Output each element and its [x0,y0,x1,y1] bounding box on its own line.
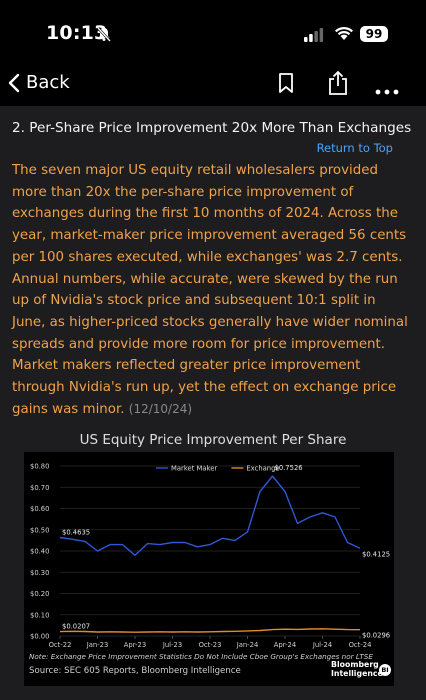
data-label: $0.0296 [362,632,390,640]
navigation-bar: Back [0,62,426,106]
bi-badge: BI [379,664,391,676]
share-icon[interactable] [327,70,349,100]
article-body-text: The seven major US equity retail wholesa… [12,163,408,417]
legend-label: Exchange [246,465,279,473]
section-heading: 2. Per-Share Price Improvement 20x More … [12,120,412,136]
series-line-market-maker [59,475,361,557]
y-tick-label: $0.20 [30,590,49,598]
x-tick-label: Oct-24 [349,641,372,649]
bookmark-icon[interactable] [278,72,294,98]
data-label: $0.4635 [62,529,90,537]
article-paragraph: The seven major US equity retail wholesa… [12,160,412,420]
x-tick-label: Oct-23 [199,641,222,649]
line-chart: $0.00 $0.10 $0.20 $0.30 $0.40 $0.50 $0.60 $0.70… [30,463,390,650]
data-label: $0.7526 [275,464,303,472]
y-tick-label: $0.10 [30,611,49,619]
battery-indicator: 99 [360,26,388,42]
y-tick-label: $0.50 [30,526,49,534]
x-tick-label: Jul-24 [312,641,332,649]
silent-bell-icon [96,26,112,46]
brand-line-1: Bloomberg [331,660,379,669]
x-tick-label: Jul-23 [162,641,182,649]
x-tick-label: Jan-24 [236,641,259,649]
x-tick-label: Jan-23 [86,641,109,649]
x-tick-label: Oct-22 [49,641,72,649]
more-options-icon[interactable] [375,80,399,99]
data-label: $0.0207 [62,623,90,631]
status-bar: 10:13 99 [0,0,426,62]
chart-title: US Equity Price Improvement Per Share [79,432,347,448]
back-label: Back [26,72,70,93]
chart-source: Source: SEC 605 Reports, Bloomberg Intel… [29,666,241,676]
x-tick-label: Apr-24 [274,641,296,649]
y-tick-label: $0.40 [30,548,49,556]
y-tick-label: $0.60 [30,505,49,513]
chart-image: $0.00 $0.10 $0.20 $0.30 $0.40 $0.50 $0.60 $0.70… [24,452,394,686]
back-button[interactable]: Back [8,72,70,93]
wifi-icon [334,25,354,45]
clock: 10:13 [46,22,108,44]
article-date: (12/10/24) [128,401,193,416]
return-to-top-link[interactable]: Return to Top [316,141,393,155]
legend-label: Market Maker [171,465,217,473]
chart-note: Note: Exchange Price Improvement Statist… [29,652,373,661]
x-tick-label: Apr-23 [124,641,146,649]
chevron-left-icon [8,73,20,92]
cellular-signal-icon [304,27,324,46]
article-content: 2. Per-Share Price Improvement 20x More … [0,106,426,700]
y-tick-label: $0.70 [30,484,49,492]
bloomberg-intelligence-logo: Bloomberg Intelligence [331,660,383,678]
brand-line-2: Intelligence [331,668,383,678]
y-tick-label: $0.80 [30,463,49,471]
series-line-exchange [59,628,361,633]
y-tick-label: $0.30 [30,569,49,577]
y-tick-label: $0.00 [30,633,49,641]
data-label: $0.4125 [362,550,390,558]
